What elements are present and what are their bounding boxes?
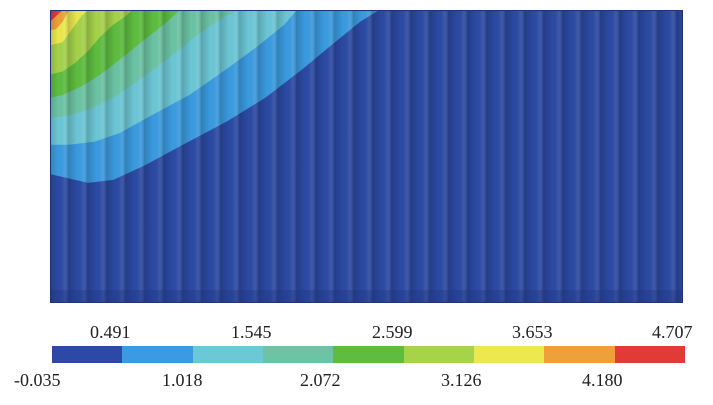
colorbar-tick-bottom: 1.018 bbox=[162, 370, 203, 390]
colorbar-segment bbox=[122, 346, 193, 363]
colorbar-segment bbox=[192, 346, 263, 363]
fin-texture bbox=[50, 10, 683, 303]
colorbar-segment bbox=[333, 346, 404, 363]
colorbar-tick-bottom: 4.180 bbox=[582, 370, 623, 390]
colorbar-segment bbox=[262, 346, 334, 363]
plot-border bbox=[50, 10, 683, 303]
colorbar-tick-top: 3.653 bbox=[512, 322, 553, 342]
colorbar-segment bbox=[52, 346, 123, 363]
base-plate bbox=[50, 290, 683, 303]
colorbar-segment bbox=[403, 346, 474, 363]
colorbar-tick-top: 2.599 bbox=[372, 322, 413, 342]
colorbar-segment bbox=[544, 346, 615, 363]
colorbar-tick-bottom: 3.126 bbox=[441, 370, 482, 390]
contour-plot bbox=[50, 10, 683, 303]
colorbar-tick-bottom: -0.035 bbox=[14, 370, 61, 390]
colorbar bbox=[52, 346, 685, 363]
colorbar-segment bbox=[473, 346, 545, 363]
colorbar-tick-bottom: 2.072 bbox=[300, 370, 341, 390]
colorbar-tick-top: 4.707 bbox=[652, 322, 693, 342]
colorbar-segment bbox=[614, 346, 685, 363]
colorbar-tick-top: 1.545 bbox=[231, 322, 272, 342]
colorbar-tick-top: 0.491 bbox=[90, 322, 131, 342]
